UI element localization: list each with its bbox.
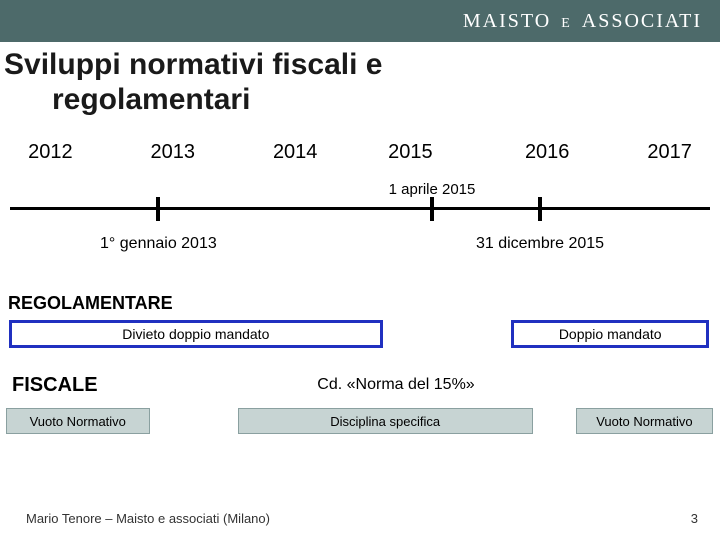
regolamentare-row: Divieto doppio mandato Doppio mandato — [0, 320, 720, 356]
footer: Mario Tenore – Maisto e associati (Milan… — [0, 511, 720, 526]
fiscale-box: Vuoto Normativo — [576, 408, 713, 434]
timeline-sublabel: 31 dicembre 2015 — [476, 235, 604, 253]
fiscale-box: Vuoto Normativo — [6, 408, 150, 434]
title-line2: regolamentari — [4, 83, 720, 118]
regolamentare-heading: REGOLAMENTARE — [0, 293, 720, 314]
timeline-year: 2017 — [647, 141, 692, 164]
brand-part1: MAISTO — [463, 10, 551, 32]
fiscale-heading: FISCALE — [12, 374, 98, 397]
page-number: 3 — [691, 511, 698, 526]
timeline-sublabel: 1° gennaio 2013 — [100, 235, 217, 253]
timeline: 2012 2013 2014 2015 2016 2017 1° gennaio 2013… — [0, 141, 720, 291]
title-line1: Sviluppi normativi fiscali e — [4, 48, 382, 81]
header-bar: MAISTO E ASSOCIATI — [0, 0, 720, 42]
timeline-midlabel: 1 aprile 2015 — [389, 181, 476, 198]
fiscale-box: Disciplina specifica — [238, 408, 533, 434]
regolamentare-box: Doppio mandato — [511, 320, 709, 348]
fiscale-row: Vuoto Normativo Disciplina specifica Vuoto… — [0, 408, 720, 440]
brand-part2: ASSOCIATI — [582, 10, 702, 32]
fiscale-subheading: Cd. «Norma del 15%» — [317, 376, 474, 394]
timeline-year: 2013 — [151, 141, 196, 164]
fiscale-label-row: FISCALE Cd. «Norma del 15%» — [0, 374, 720, 404]
timeline-year: 2016 — [525, 141, 570, 164]
timeline-year: 2014 — [273, 141, 318, 164]
timeline-tick — [156, 197, 160, 221]
timeline-tick — [430, 197, 434, 221]
timeline-tick — [538, 197, 542, 221]
timeline-years: 2012 2013 2014 2015 2016 2017 — [0, 141, 720, 169]
regolamentare-box: Divieto doppio mandato — [9, 320, 383, 348]
timeline-year: 2015 — [388, 141, 433, 164]
slide-title: Sviluppi normativi fiscali e regolamenta… — [0, 42, 720, 117]
footer-author: Mario Tenore – Maisto e associati (Milan… — [26, 511, 270, 526]
brand-logo: MAISTO E ASSOCIATI — [463, 10, 702, 33]
timeline-year: 2012 — [28, 141, 73, 164]
timeline-axis — [10, 207, 710, 210]
brand-connector: E — [558, 16, 575, 31]
